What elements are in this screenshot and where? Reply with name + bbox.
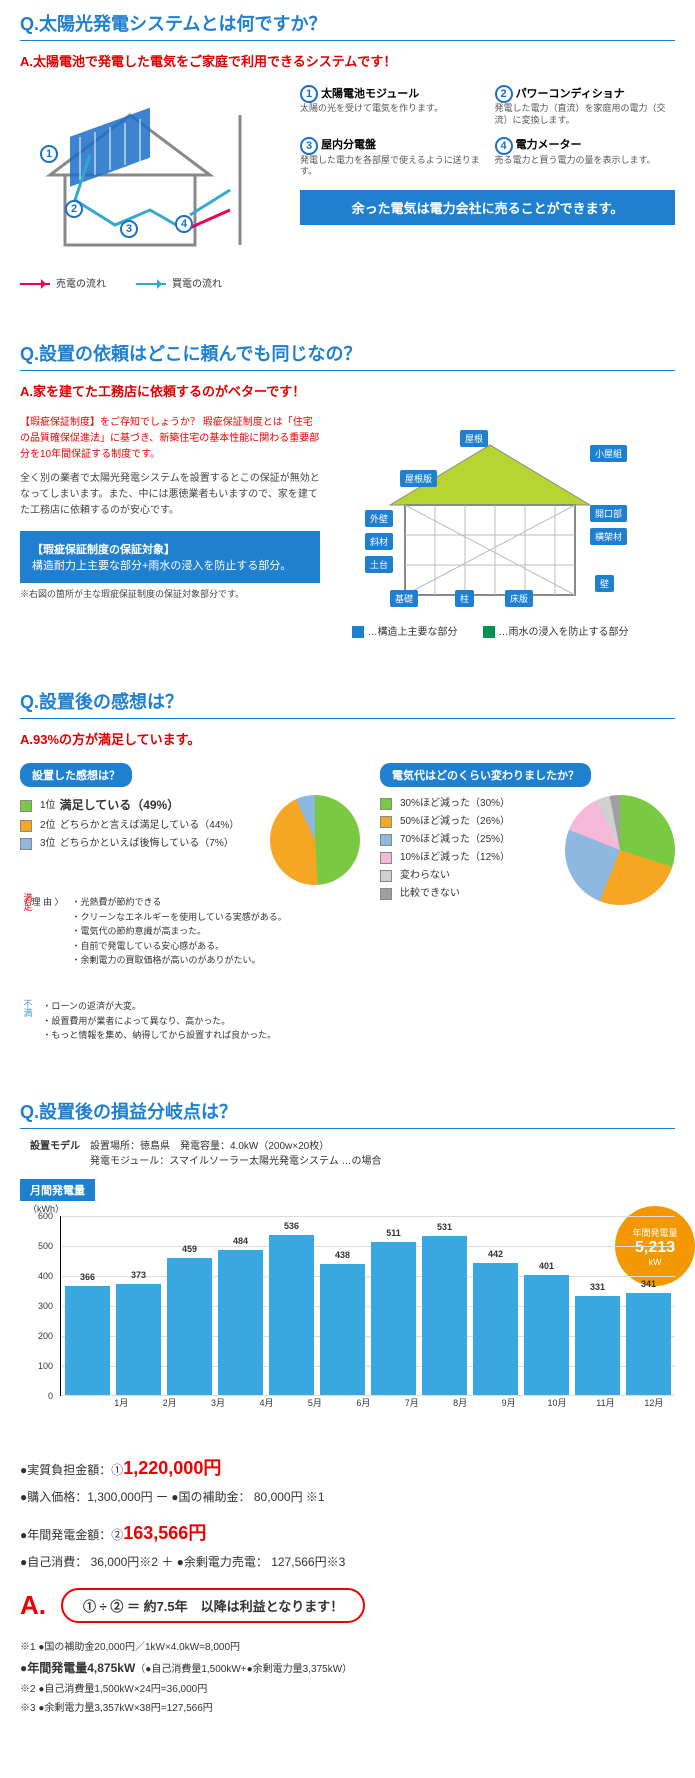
- calculation-block: ●実質負担金額：①1,220,000円 ●購入価格：1,300,000円 ー ●…: [20, 1451, 675, 1573]
- sell-banner: 余った電気は電力会社に売ることができます。: [300, 190, 675, 225]
- q4-title: Q.設置後の損益分岐点は？: [20, 1098, 675, 1129]
- warranty-p2: 全く別の業者で太陽光発電システムを設置するとこの保証が無効となってしまいます。ま…: [20, 471, 320, 519]
- house-parts-diagram: 屋根 屋根版 外壁 斜材 土台 基礎 小屋組 開口部 横架材 柱 床版 壁: [340, 415, 640, 615]
- comp-3: 3 屋内分電盤発電した電力を各部屋で使えるように送ります。: [300, 136, 481, 177]
- reasons-block: 〈 理 由 〉 ・光熱費が節約できる・クリーンなエネルギーを使用している実感があ…: [20, 895, 360, 1042]
- feedback-head: 設置した感想は？: [20, 763, 132, 787]
- flow-legend: 売電の流れ 買電の流れ: [20, 275, 675, 290]
- component-grid: 1 太陽電池モジュール太陽の光を受けて電気を作ります。 2 パワーコンディショナ…: [300, 85, 675, 178]
- warranty-box: 【瑕疵保証制度の保証対象】 構造耐力上主要な部分+雨水の浸入を防止する部分。: [20, 531, 320, 583]
- chart-label: 月間発電量: [20, 1179, 95, 1201]
- section-install-who: Q.設置の依頼はどこに頼んでも同じなの？ A.家を建てた工務店に依頼するのがベタ…: [20, 340, 675, 638]
- house-solar-diagram: 1 2 3 4: [20, 85, 280, 265]
- comp-1: 1 太陽電池モジュール太陽の光を受けて電気を作ります。: [300, 85, 481, 126]
- section-break-even: Q.設置後の損益分岐点は？ 設置モデル 設置場所：徳島県 発電容量：4.0kW（…: [20, 1098, 675, 1718]
- a1-title: A.太陽電池で発電した電気をご家庭で利用できるシステムです！: [20, 51, 675, 70]
- section-feedback: Q.設置後の感想は？ A.93%の方が満足しています。 設置した感想は？ 1位 …: [20, 688, 675, 1048]
- q1-title: Q.太陽光発電システムとは何ですか？: [20, 10, 675, 41]
- warranty-note: ※右図の箇所が主な瑕疵保証制度の保証対象部分です。: [20, 587, 320, 600]
- comp-2: 2 パワーコンディショナ発電した電力（直流）を家庭用の電力（交流）に変換します。: [495, 85, 676, 126]
- elec-head: 電気代はどのくらい変わりましたか？: [380, 763, 591, 787]
- footnotes: ※1 ●国の補助金20,000円／1kW×4.0kW=8,000円 ●年間発電量…: [20, 1638, 675, 1718]
- elec-pie: [565, 795, 675, 905]
- q3-title: Q.設置後の感想は？: [20, 688, 675, 719]
- warranty-p1: 【瑕疵保証制度】をご存知でしょうか？ 瑕疵保証制度とは「住宅の品質確保促進法」に…: [20, 415, 320, 463]
- q2-title: Q.設置の依頼はどこに頼んでも同じなの？: [20, 340, 675, 371]
- comp-4: 4 電力メーター売る電力と買う電力の量を表示します。: [495, 136, 676, 177]
- monthly-bar-chart: （kWh） 0100200300400500600 年間発電量 5,213 kW…: [20, 1216, 675, 1436]
- elec-list: 30%ほど減った（30%）50%ほど減った（26%）70%ほど減った（25%）1…: [380, 795, 555, 903]
- a2-title: A.家を建てた工務店に依頼するのがベターです！: [20, 381, 675, 400]
- section-what-is: Q.太陽光発電システムとは何ですか？ A.太陽電池で発電した電気をご家庭で利用で…: [20, 10, 675, 290]
- house-legend: …構造上主要な部分 …雨水の浸入を防止する部分: [340, 623, 640, 638]
- satisfaction-pie: [270, 795, 360, 885]
- answer: A. ① ÷ ② ＝ 約7.5年 以降は利益となります！: [20, 1588, 675, 1623]
- model-info: 設置モデル 設置場所：徳島県 発電容量：4.0kW（200w×20枚） 発電モジ…: [30, 1139, 675, 1169]
- rank-list: 1位 満足している（49%） 2位 どちらかと言えば満足している（44%） 3位…: [20, 795, 250, 853]
- a3-title: A.93%の方が満足しています。: [20, 729, 675, 748]
